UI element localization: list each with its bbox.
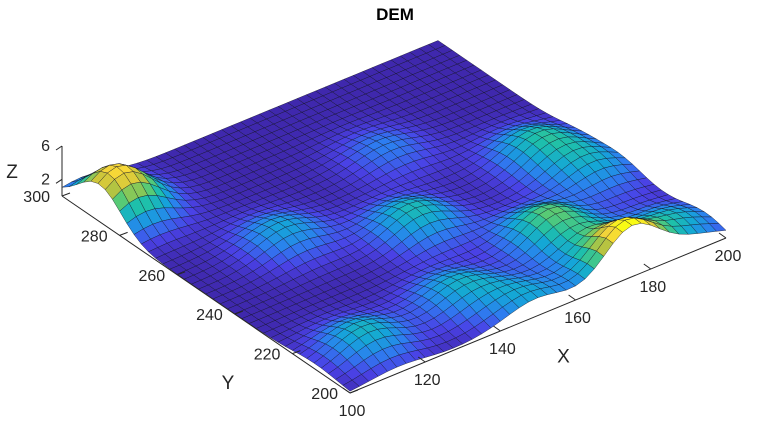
y-tick-mark xyxy=(61,192,71,197)
x-axis-label: X xyxy=(557,346,570,367)
y-tick-mark xyxy=(177,271,186,276)
x-tick-label: 120 xyxy=(414,372,441,389)
y-tick-label: 200 xyxy=(311,386,338,403)
y-axis-line xyxy=(61,195,351,394)
y-axis-label: Y xyxy=(222,373,235,394)
z-tick-label: 2 xyxy=(41,171,50,188)
z-tick-mark xyxy=(55,145,63,151)
x-tick-label: 180 xyxy=(639,279,666,296)
surface-cell xyxy=(708,223,727,232)
z-tick-label: 6 xyxy=(41,138,50,155)
y-tick-label: 300 xyxy=(23,189,50,206)
surface-mesh xyxy=(61,40,727,392)
chart-title: DEM xyxy=(376,5,414,24)
y-tick-mark xyxy=(349,389,359,394)
x-axis-line xyxy=(349,237,727,394)
x-tick-mark xyxy=(718,232,727,239)
x-tick-label: 200 xyxy=(715,248,742,265)
x-tick-label: 100 xyxy=(339,403,366,420)
x-tick-mark xyxy=(643,263,652,270)
x-tick-mark xyxy=(342,387,351,394)
x-tick-label: 160 xyxy=(564,310,591,327)
y-tick-label: 240 xyxy=(196,307,223,324)
y-tick-mark xyxy=(119,231,128,236)
y-tick-mark xyxy=(234,310,243,315)
z-tick-mark xyxy=(55,178,63,184)
y-tick-label: 280 xyxy=(81,228,108,245)
x-tick-label: 140 xyxy=(489,341,516,358)
y-tick-label: 260 xyxy=(138,268,165,285)
z-axis-label: Z xyxy=(6,162,18,183)
y-tick-mark xyxy=(292,350,301,355)
x-tick-mark xyxy=(568,294,576,301)
y-tick-label: 220 xyxy=(254,347,281,364)
x-tick-mark xyxy=(417,356,426,363)
x-tick-mark xyxy=(493,325,501,332)
